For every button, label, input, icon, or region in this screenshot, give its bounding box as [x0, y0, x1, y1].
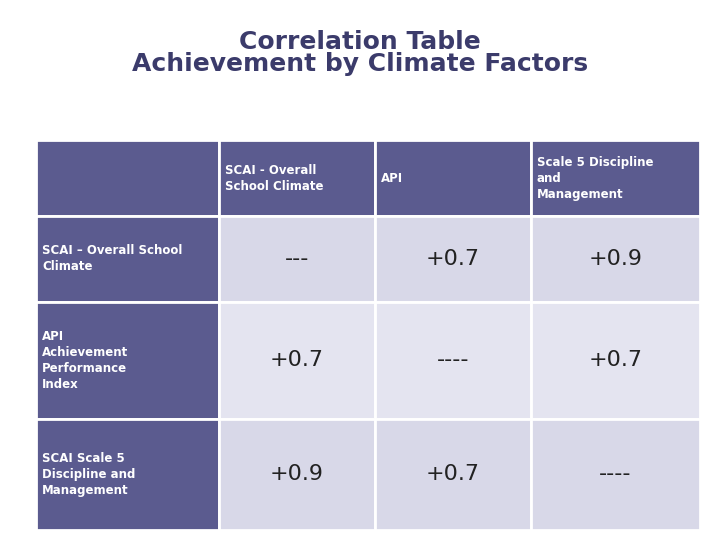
- Text: API
Achievement
Performance
Index: API Achievement Performance Index: [42, 330, 128, 391]
- Text: +0.7: +0.7: [426, 464, 480, 484]
- Text: +0.7: +0.7: [588, 350, 642, 370]
- Text: API: API: [381, 172, 402, 185]
- Text: +0.7: +0.7: [269, 350, 323, 370]
- Bar: [531, 302, 700, 419]
- Text: ----: ----: [436, 350, 469, 370]
- Bar: [374, 419, 531, 530]
- Text: +0.9: +0.9: [588, 249, 642, 269]
- Bar: [531, 419, 700, 530]
- Bar: [374, 216, 531, 302]
- Bar: [374, 302, 531, 419]
- Bar: [36, 302, 219, 419]
- Bar: [219, 302, 374, 419]
- Text: Scale 5 Discipline
and
Management: Scale 5 Discipline and Management: [536, 156, 653, 200]
- Text: Achievement by Climate Factors: Achievement by Climate Factors: [132, 52, 588, 76]
- Bar: [36, 140, 219, 216]
- Bar: [36, 216, 219, 302]
- Text: Correlation Table: Correlation Table: [239, 30, 481, 54]
- Bar: [219, 140, 374, 216]
- Text: SCAI – Overall School
Climate: SCAI – Overall School Climate: [42, 245, 182, 273]
- Text: +0.9: +0.9: [269, 464, 323, 484]
- Bar: [219, 419, 374, 530]
- Text: SCAI Scale 5
Discipline and
Management: SCAI Scale 5 Discipline and Management: [42, 452, 135, 497]
- Bar: [531, 140, 700, 216]
- Text: +0.7: +0.7: [426, 249, 480, 269]
- Text: SCAI - Overall
School Climate: SCAI - Overall School Climate: [225, 164, 323, 193]
- Bar: [374, 140, 531, 216]
- Text: ---: ---: [284, 249, 309, 269]
- Bar: [219, 216, 374, 302]
- Text: ----: ----: [599, 464, 631, 484]
- Bar: [531, 216, 700, 302]
- Bar: [36, 419, 219, 530]
